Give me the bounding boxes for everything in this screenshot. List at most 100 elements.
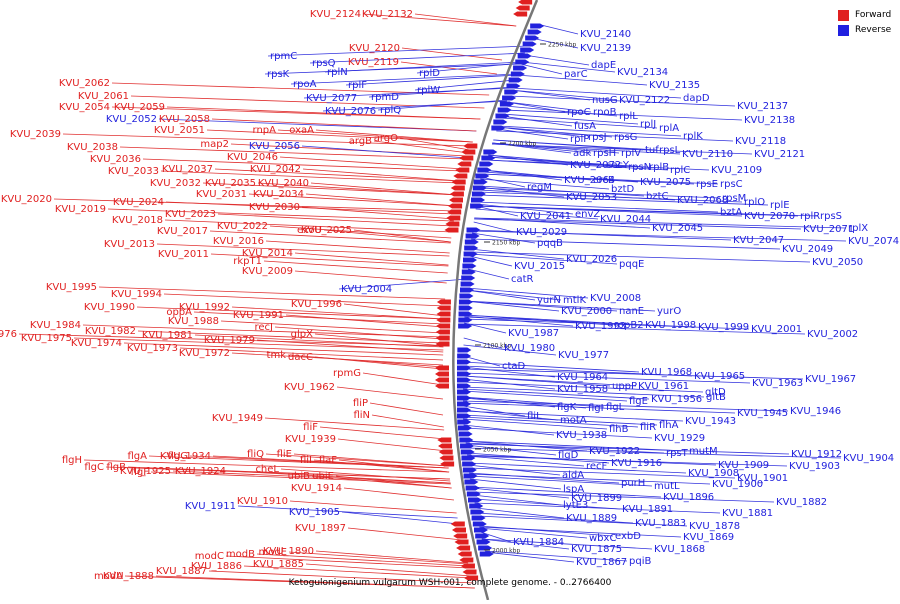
forward-gene[interactable] bbox=[461, 149, 476, 155]
gene-label[interactable]: KVU_2001 bbox=[751, 324, 802, 335]
forward-gene[interactable] bbox=[436, 305, 451, 311]
reverse-gene[interactable] bbox=[508, 77, 523, 83]
gene-label[interactable]: KVU_1963 bbox=[752, 378, 803, 389]
gene-label[interactable]: KVU_2033 bbox=[108, 166, 159, 177]
reverse-gene[interactable] bbox=[457, 425, 472, 431]
gene-label[interactable]: KVU_1949 bbox=[212, 413, 263, 424]
gene-label[interactable]: fliL bbox=[527, 411, 542, 422]
gene-label[interactable]: rplP bbox=[570, 134, 589, 145]
gene-label[interactable]: KVU_2049 bbox=[782, 244, 833, 255]
gene-label[interactable]: aldA bbox=[562, 470, 584, 481]
forward-gene[interactable] bbox=[438, 443, 453, 449]
gene-label[interactable]: rnpA bbox=[253, 125, 277, 136]
gene-label[interactable]: KVU_1964 bbox=[557, 372, 608, 383]
gene-label[interactable]: KVU_2139 bbox=[580, 43, 631, 54]
forward-gene[interactable] bbox=[453, 533, 468, 539]
gene-label[interactable]: KVU_1885 bbox=[253, 559, 304, 570]
gene-label[interactable]: bztA bbox=[720, 207, 743, 218]
gene-label[interactable]: KVU_2071 bbox=[803, 224, 854, 235]
gene-label[interactable]: rplL bbox=[619, 111, 638, 122]
reverse-gene[interactable] bbox=[466, 491, 481, 497]
gene-label[interactable]: KVU_1987 bbox=[508, 328, 559, 339]
forward-gene[interactable] bbox=[449, 197, 463, 203]
gene-label[interactable]: KVU_2032 bbox=[150, 178, 201, 189]
gene-label[interactable]: KVU_2015 bbox=[514, 261, 565, 272]
gene-label[interactable]: uppP bbox=[612, 381, 637, 392]
reverse-gene[interactable] bbox=[472, 521, 487, 527]
reverse-gene[interactable] bbox=[527, 29, 542, 35]
forward-gene[interactable] bbox=[460, 563, 475, 569]
reverse-gene[interactable] bbox=[470, 509, 485, 515]
reverse-gene[interactable] bbox=[458, 311, 473, 317]
gene-label[interactable]: KVU_2124 bbox=[310, 9, 361, 20]
gene-label[interactable]: KVU_2061 bbox=[78, 91, 129, 102]
forward-gene[interactable] bbox=[437, 437, 452, 443]
gene-label[interactable]: KVU_1869 bbox=[683, 532, 734, 543]
gene-label[interactable]: lspA bbox=[563, 484, 584, 495]
gene-label[interactable]: KVU_2034 bbox=[253, 189, 304, 200]
gene-label[interactable]: flhA bbox=[659, 420, 679, 431]
gene-label[interactable]: rplQ bbox=[380, 105, 401, 116]
gene-label[interactable]: KVU_2072 bbox=[570, 160, 621, 171]
reverse-gene[interactable] bbox=[460, 287, 474, 293]
reverse-gene[interactable] bbox=[477, 167, 492, 173]
gene-label[interactable]: fliE bbox=[277, 449, 292, 460]
forward-gene[interactable] bbox=[457, 551, 472, 557]
gene-label[interactable]: KVU_2075 bbox=[640, 177, 691, 188]
gene-label[interactable]: KVU_2056 bbox=[249, 141, 300, 152]
gene-label[interactable]: KVU_1889 bbox=[566, 513, 617, 524]
gene-label[interactable]: tmk bbox=[267, 350, 287, 361]
gene-label[interactable]: fliQ bbox=[247, 449, 264, 460]
gene-label[interactable]: KVU_2030 bbox=[249, 202, 300, 213]
forward-gene[interactable] bbox=[452, 527, 466, 533]
gene-label[interactable]: KVU_2046 bbox=[227, 152, 278, 163]
gene-label[interactable]: KVU_1890 bbox=[263, 546, 314, 557]
reverse-gene[interactable] bbox=[460, 449, 475, 455]
reverse-gene[interactable] bbox=[479, 551, 494, 557]
forward-gene[interactable] bbox=[435, 371, 449, 377]
reverse-gene[interactable] bbox=[468, 497, 482, 503]
reverse-gene[interactable] bbox=[510, 71, 525, 77]
gene-label[interactable]: rplB bbox=[649, 162, 669, 173]
reverse-gene[interactable] bbox=[457, 389, 471, 395]
gene-label[interactable]: KVU_2008 bbox=[590, 293, 641, 304]
reverse-gene[interactable] bbox=[483, 149, 498, 155]
forward-gene[interactable] bbox=[451, 179, 466, 185]
gene-label[interactable]: rplK bbox=[683, 131, 703, 142]
gene-label[interactable]: KVU_1929 bbox=[654, 433, 705, 444]
gene-label[interactable]: KVU_1990 bbox=[84, 302, 135, 313]
reverse-gene[interactable] bbox=[462, 263, 477, 269]
reverse-gene[interactable] bbox=[520, 47, 535, 53]
reverse-gene[interactable] bbox=[464, 479, 479, 485]
gene-label[interactable]: map2 bbox=[200, 139, 229, 150]
forward-gene[interactable] bbox=[464, 575, 479, 581]
gene-label[interactable]: KVU_2014 bbox=[242, 248, 293, 259]
gene-label[interactable]: exoU bbox=[297, 225, 322, 236]
gene-label[interactable]: bztD bbox=[611, 184, 635, 195]
gene-label[interactable]: purH bbox=[621, 478, 645, 489]
gene-label[interactable]: fliR bbox=[640, 422, 656, 433]
gene-label[interactable]: rpoA bbox=[293, 79, 317, 90]
reverse-gene[interactable] bbox=[457, 347, 472, 353]
reverse-gene[interactable] bbox=[464, 245, 479, 251]
gene-label[interactable]: KVU_1900 bbox=[712, 479, 763, 490]
gene-label[interactable]: KVU_1943 bbox=[685, 416, 736, 427]
forward-gene[interactable] bbox=[459, 155, 474, 161]
gene-label[interactable]: KVU_2134 bbox=[617, 67, 668, 78]
gene-label[interactable]: dapD bbox=[683, 93, 710, 104]
forward-gene[interactable] bbox=[454, 539, 469, 545]
gene-label[interactable]: KVU_2037 bbox=[162, 164, 213, 175]
gene-label[interactable]: bztC bbox=[646, 191, 669, 202]
gene-label[interactable]: KVU_2077 bbox=[306, 93, 357, 104]
reverse-gene[interactable] bbox=[464, 239, 479, 245]
gene-label[interactable]: KVU_1967 bbox=[805, 374, 856, 385]
forward-gene[interactable] bbox=[459, 557, 474, 563]
gene-label[interactable]: rplV bbox=[621, 148, 641, 159]
gene-label[interactable]: pqqB bbox=[537, 238, 563, 249]
forward-gene[interactable] bbox=[435, 383, 449, 389]
gene-label[interactable]: KVU_1995 bbox=[46, 282, 97, 293]
gene-label[interactable]: glpX bbox=[291, 329, 313, 340]
gene-label[interactable]: KVU_2053 bbox=[566, 192, 617, 203]
gene-label[interactable]: argO bbox=[374, 133, 398, 144]
gene-label[interactable]: pqqE bbox=[619, 259, 644, 270]
